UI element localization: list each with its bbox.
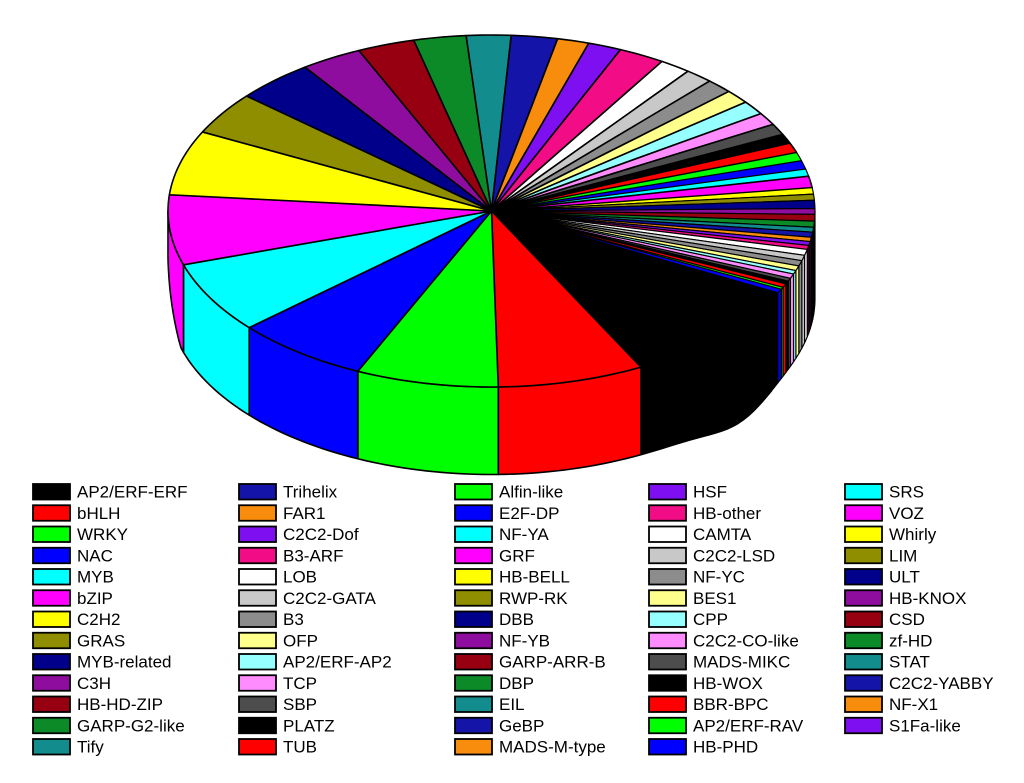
- svg-text:FAR1: FAR1: [283, 504, 326, 523]
- svg-text:NF-X1: NF-X1: [889, 695, 938, 714]
- svg-text:NAC: NAC: [77, 546, 113, 565]
- svg-text:RWP-RK: RWP-RK: [499, 589, 568, 608]
- svg-text:B3-ARF: B3-ARF: [283, 546, 343, 565]
- svg-text:EIL: EIL: [499, 695, 525, 714]
- svg-text:B3: B3: [283, 610, 304, 629]
- svg-text:BES1: BES1: [693, 589, 736, 608]
- svg-text:GARP-G2-like: GARP-G2-like: [77, 716, 185, 735]
- svg-text:DBB: DBB: [499, 610, 534, 629]
- svg-text:MYB-related: MYB-related: [77, 653, 171, 672]
- svg-text:DBP: DBP: [499, 674, 534, 693]
- svg-text:C2C2-CO-like: C2C2-CO-like: [693, 631, 799, 650]
- svg-text:Tify: Tify: [77, 738, 104, 757]
- svg-text:AP2/ERF-AP2: AP2/ERF-AP2: [283, 653, 392, 672]
- svg-text:LOB: LOB: [283, 568, 317, 587]
- svg-text:C2C2-Dof: C2C2-Dof: [283, 525, 359, 544]
- svg-text:bZIP: bZIP: [77, 589, 113, 608]
- svg-text:GRF: GRF: [499, 546, 535, 565]
- svg-text:CAMTA: CAMTA: [693, 525, 752, 544]
- svg-text:C2C2-LSD: C2C2-LSD: [693, 546, 775, 565]
- svg-text:HSF: HSF: [693, 483, 727, 502]
- svg-text:ULT: ULT: [889, 568, 920, 587]
- svg-text:CPP: CPP: [693, 610, 728, 629]
- svg-text:HB-other: HB-other: [693, 504, 761, 523]
- svg-text:AP2/ERF-RAV: AP2/ERF-RAV: [693, 716, 804, 735]
- svg-text:C2C2-YABBY: C2C2-YABBY: [889, 674, 994, 693]
- svg-text:AP2/ERF-ERF: AP2/ERF-ERF: [77, 483, 188, 502]
- svg-text:CSD: CSD: [889, 610, 925, 629]
- svg-text:STAT: STAT: [889, 653, 930, 672]
- svg-text:LIM: LIM: [889, 546, 917, 565]
- svg-text:BBR-BPC: BBR-BPC: [693, 695, 769, 714]
- svg-text:Alfin-like: Alfin-like: [499, 483, 563, 502]
- svg-text:MADS-M-type: MADS-M-type: [499, 738, 606, 757]
- svg-text:WRKY: WRKY: [77, 525, 128, 544]
- svg-text:HB-WOX: HB-WOX: [693, 674, 763, 693]
- svg-text:GARP-ARR-B: GARP-ARR-B: [499, 653, 606, 672]
- svg-text:bHLH: bHLH: [77, 504, 120, 523]
- svg-text:GRAS: GRAS: [77, 631, 125, 650]
- svg-text:HB-HD-ZIP: HB-HD-ZIP: [77, 695, 163, 714]
- svg-text:Whirly: Whirly: [889, 525, 937, 544]
- svg-text:OFP: OFP: [283, 631, 318, 650]
- svg-text:MYB: MYB: [77, 568, 114, 587]
- svg-text:HB-BELL: HB-BELL: [499, 568, 570, 587]
- svg-text:PLATZ: PLATZ: [283, 716, 335, 735]
- svg-text:SBP: SBP: [283, 695, 317, 714]
- svg-text:TUB: TUB: [283, 738, 317, 757]
- svg-text:Trihelix: Trihelix: [283, 483, 338, 502]
- svg-text:zf-HD: zf-HD: [889, 631, 932, 650]
- svg-text:NF-YB: NF-YB: [499, 631, 550, 650]
- svg-text:HB-KNOX: HB-KNOX: [889, 589, 966, 608]
- svg-text:E2F-DP: E2F-DP: [499, 504, 559, 523]
- svg-text:VOZ: VOZ: [889, 504, 924, 523]
- svg-text:MADS-MIKC: MADS-MIKC: [693, 653, 790, 672]
- svg-text:NF-YA: NF-YA: [499, 525, 549, 544]
- svg-text:GeBP: GeBP: [499, 716, 544, 735]
- svg-text:TCP: TCP: [283, 674, 317, 693]
- svg-text:SRS: SRS: [889, 483, 924, 502]
- svg-text:NF-YC: NF-YC: [693, 568, 745, 587]
- svg-text:C2H2: C2H2: [77, 610, 120, 629]
- svg-text:C3H: C3H: [77, 674, 111, 693]
- svg-text:C2C2-GATA: C2C2-GATA: [283, 589, 377, 608]
- svg-text:HB-PHD: HB-PHD: [693, 738, 758, 757]
- svg-text:S1Fa-like: S1Fa-like: [889, 716, 961, 735]
